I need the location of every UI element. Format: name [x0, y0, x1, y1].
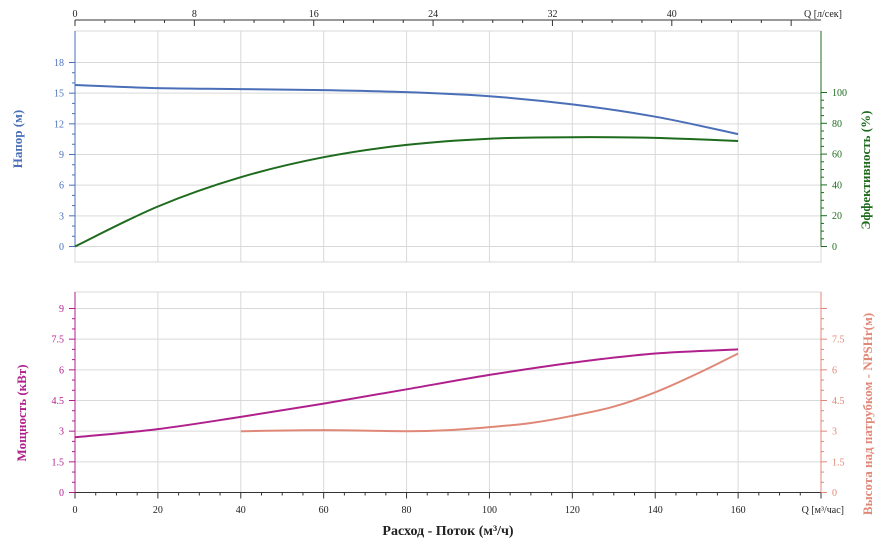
upper-plot-frame	[74, 30, 822, 263]
efficiency-tick-label: 60	[832, 150, 842, 161]
power-axis-title: Мощность (кВт)	[14, 364, 29, 461]
head-axis-title: Напор (м)	[10, 110, 25, 168]
lower-plot-frame	[74, 291, 822, 493]
x-unit-bottom: Q [м³/час]	[802, 505, 844, 516]
grid-layer	[74, 30, 822, 493]
x-tick-label-bottom: 20	[153, 505, 163, 516]
x-tick-label-top: 40	[667, 9, 677, 20]
efficiency-tick-label: 100	[832, 88, 847, 99]
head-tick-label: 6	[59, 181, 64, 192]
x-tick-label-bottom: 60	[319, 505, 329, 516]
x-tick-label-top: 32	[547, 9, 557, 20]
x-unit-top: Q [л/сек]	[804, 9, 842, 20]
efficiency-tick-label: 20	[832, 211, 842, 222]
x-tick-label-bottom: 100	[482, 505, 497, 516]
npsh-tick-label: 6	[832, 365, 837, 376]
x-tick-label-bottom: 160	[731, 505, 746, 516]
x-tick-label-top: 24	[428, 9, 438, 20]
x-tick-label-bottom: 40	[236, 505, 246, 516]
x-tick-label-top: 0	[73, 9, 78, 20]
power-curve	[74, 348, 739, 439]
head-tick-label: 0	[59, 242, 64, 253]
x-tick-label-top: 16	[309, 9, 319, 20]
power-tick-label: 4.5	[52, 396, 65, 407]
x-tick-label-bottom: 0	[73, 505, 78, 516]
efficiency-tick-label: 80	[832, 119, 842, 130]
npsh-tick-label: 3	[832, 427, 837, 438]
npsh-tick-label: 7.5	[832, 335, 845, 346]
power-tick-label: 6	[59, 365, 64, 376]
head-tick-label: 9	[59, 150, 64, 161]
head-tick-label: 3	[59, 211, 64, 222]
efficiency-curve	[74, 136, 739, 248]
power-tick-label: 0	[59, 488, 64, 499]
npsh-curve	[240, 352, 739, 433]
head-tick-label: 12	[54, 119, 64, 130]
head-curve	[74, 84, 739, 136]
power-tick-label: 9	[59, 304, 64, 315]
power-tick-label: 3	[59, 427, 64, 438]
power-tick-label: 7.5	[52, 335, 65, 346]
series-layer	[74, 84, 739, 439]
npsh-tick-label: 0	[832, 488, 837, 499]
efficiency-axis-title: Эффективность (%)	[858, 111, 873, 230]
npsh-axis-title: Высота над патрубком - NPSHr(м)	[860, 313, 875, 515]
npsh-tick-label: 1.5	[832, 457, 845, 468]
x-axis-title: Расход - Поток (м³/ч)	[382, 524, 514, 539]
efficiency-tick-label: 40	[832, 180, 842, 191]
power-tick-label: 1.5	[52, 457, 65, 468]
x-tick-label-bottom: 120	[565, 505, 580, 516]
npsh-tick-label: 4.5	[832, 396, 845, 407]
efficiency-tick-label: 0	[832, 242, 837, 253]
x-tick-label-top: 8	[192, 9, 197, 20]
head-tick-label: 15	[54, 89, 64, 100]
head-tick-label: 18	[54, 58, 64, 69]
x-tick-label-bottom: 80	[402, 505, 412, 516]
x-tick-label-bottom: 140	[648, 505, 663, 516]
